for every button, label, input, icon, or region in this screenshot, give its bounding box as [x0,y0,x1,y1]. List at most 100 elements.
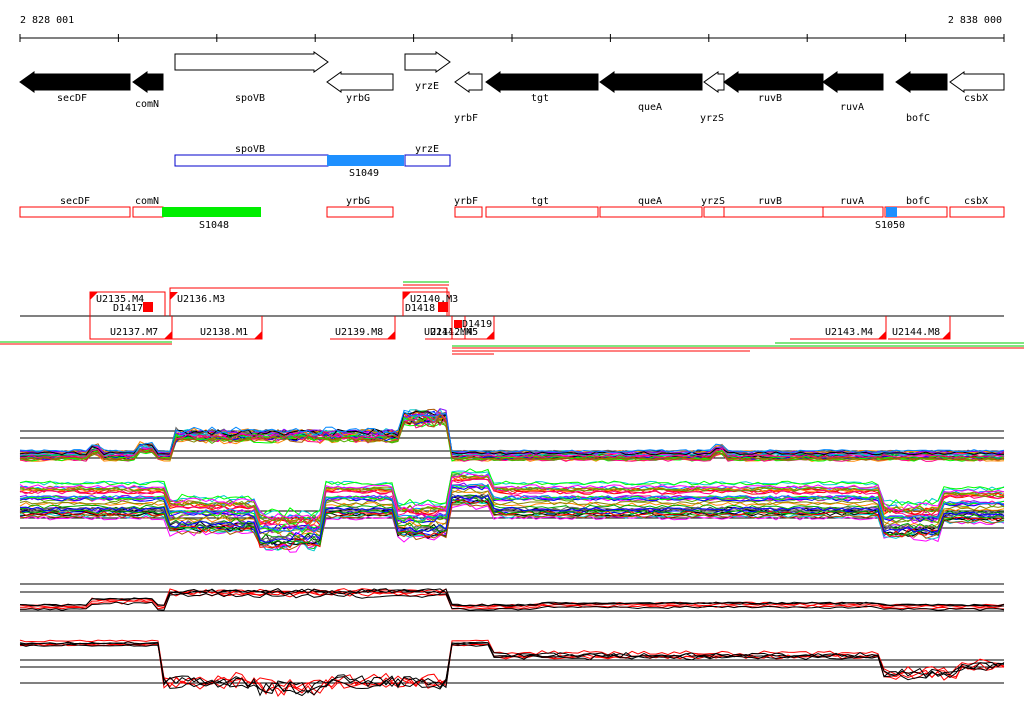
expression-panel-pair-top [19,583,1005,612]
feature-d1417[interactable] [143,302,153,312]
transcript-u2137-arrow [164,331,172,339]
transcript-label-u2144: U2144.M8 [892,327,940,338]
red-box-label-queA: queA [638,196,662,207]
gene-label-comN: comN [135,99,159,110]
expression-trace [19,592,1005,611]
transcript-label-u2142: U2142.M5 [430,327,478,338]
red-box-ruvB[interactable] [723,206,824,218]
red-box-bofC[interactable] [884,206,948,218]
feature-label-yrzE: yrzE [415,144,439,155]
ruler-ticks [19,34,1005,42]
gene-arrow-ruvB[interactable] [723,71,824,93]
transcript-label-d1417: D1417 [113,303,143,314]
expression-trace [19,643,1005,697]
red-box-label-tgt: tgt [531,196,549,207]
expression-trace [19,410,1005,457]
red-box-queA[interactable] [599,206,703,218]
segment-label-s1049: S1049 [349,168,379,179]
expression-trace [19,410,1005,457]
red-box-label-secDF: secDF [60,196,90,207]
transcript-u2144-arrow [942,331,950,339]
gene-arrow-csbX[interactable] [949,71,1005,93]
transcript-label-u2141: U2141.M4 [424,327,472,338]
ruler-end-label: 2 838 000 [948,15,1002,26]
gene-label-ruvB: ruvB [758,93,782,104]
red-box-tgt[interactable] [485,206,599,218]
gene-arrow-yrbG[interactable] [326,71,394,93]
expression-trace [19,411,1005,457]
feature-box-yrzE[interactable] [404,154,451,167]
transcript-u2139-arrow [387,331,395,339]
red-box-label-yrzS: yrzS [701,196,725,207]
gene-track: secDF comN spoVB yrbG yrzE yrbF tgt queA yrzS ruv… [19,51,1005,124]
red-box-label-ruvA: ruvA [840,196,864,207]
gene-arrow-spoVB[interactable] [174,51,329,73]
red-box-label-bofC: bofC [906,196,930,207]
transcript-u2140-arrow [403,292,411,300]
expression-trace [19,643,1005,698]
transcript-u2138[interactable] [171,316,263,340]
red-box-label-ruvB: ruvB [758,196,782,207]
gene-arrow-bofC[interactable] [895,71,948,93]
gene-arrow-secDF[interactable] [19,71,131,93]
red-box-comN[interactable] [132,206,164,218]
red-box-yrbG[interactable] [326,206,394,218]
transcript-track: U2135.M4 D1417 U2136.M3 U2140.M3 D1418 U… [0,281,1024,355]
red-box-label-yrbG: yrbG [346,196,370,207]
red-box-ruvA[interactable] [822,206,884,218]
red-box-yrzS[interactable] [703,206,725,218]
expression-trace [19,413,1005,461]
gene-arrow-comN[interactable] [132,71,164,93]
gene-arrow-ruvA[interactable] [822,71,884,93]
expression-trace [19,474,1005,524]
gene-label-queA: queA [638,102,662,113]
expression-trace [19,499,1005,549]
feature-d1418[interactable] [438,302,448,312]
expression-trace [19,487,1005,540]
expression-panel-multi-top [19,408,1005,462]
gene-label-bofC: bofC [906,113,930,124]
gene-label-yrbF: yrbF [454,113,478,124]
expression-trace [19,475,1005,527]
gene-arrow-yrzS[interactable] [703,71,725,93]
coordinate-ruler: 2 828 001 2 838 000 [19,15,1005,42]
feature-box-spoVB[interactable] [174,154,329,167]
red-box-secDF[interactable] [19,206,131,218]
segment-s1048[interactable] [162,207,261,217]
segment-track-blue: spoVB yrzE S1049 [174,144,451,179]
expression-trace [19,410,1005,457]
transcript-u2142[interactable] [451,316,495,340]
transcript-u2143-arrow [878,331,886,339]
expression-trace [19,468,1005,520]
expression-trace [19,641,1005,695]
gene-label-yrbG: yrbG [346,93,370,104]
gene-label-yrzS: yrzS [700,113,724,124]
feature-d1419[interactable] [454,320,462,328]
red-box-csbX[interactable] [949,206,1005,218]
transcript-u2140[interactable] [402,291,450,316]
transcript-label-u2138: U2138.M1 [200,327,248,338]
expression-trace [19,489,1005,541]
segment-label-s1048: S1048 [199,220,229,231]
expression-trace [19,499,1005,546]
transcript-u2135-arrow [90,292,98,300]
transcript-u2135[interactable] [89,291,166,316]
red-box-yrbF[interactable] [454,206,483,218]
gene-arrow-yrzE[interactable] [404,51,451,73]
expression-trace [19,483,1005,533]
red-box-label-csbX: csbX [964,196,988,207]
gene-arrow-queA[interactable] [599,71,703,93]
expression-trace [19,639,1005,691]
ruler-start-label: 2 828 001 [20,15,74,26]
gene-arrow-yrbF[interactable] [454,71,483,93]
expression-trace [19,493,1005,543]
expression-panel-multi-bottom [19,468,1005,553]
segment-s1050[interactable] [886,207,897,217]
gene-label-tgt: tgt [531,93,549,104]
expression-trace [19,478,1005,529]
segment-s1049[interactable] [327,155,404,166]
gene-arrow-tgt[interactable] [485,71,599,93]
gene-label-csbX: csbX [964,93,988,104]
transcript-u2142-arrow [486,331,494,339]
gene-label-ruvA: ruvA [840,102,864,113]
